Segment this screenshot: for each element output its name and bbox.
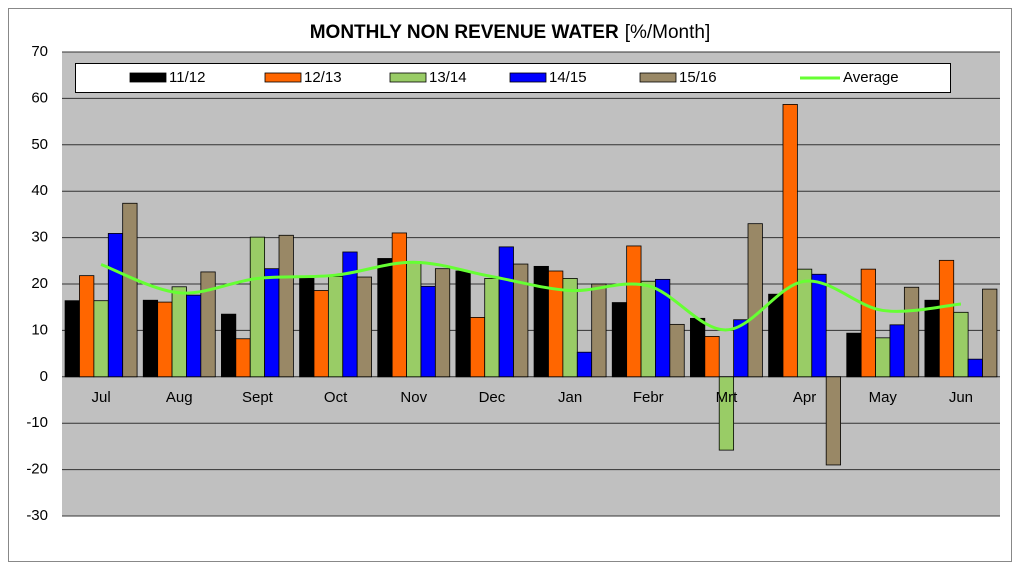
bar: [533, 265, 549, 378]
x-tick-label: Febr: [633, 389, 664, 406]
bar: [811, 273, 827, 378]
x-tick-label: Jul: [91, 389, 110, 406]
bar: [513, 263, 529, 378]
bar: [93, 300, 109, 378]
bar: [420, 285, 436, 378]
y-tick-label: 0: [40, 368, 48, 385]
bar: [299, 278, 315, 378]
legend-label: 12/13: [304, 69, 342, 86]
bar: [718, 376, 735, 451]
bar: [484, 278, 500, 378]
bar: [434, 268, 451, 378]
bar: [356, 276, 372, 378]
x-tick-label: Oct: [324, 389, 348, 406]
bar: [391, 232, 407, 378]
bar: [406, 261, 422, 378]
legend-label: Average: [843, 69, 899, 86]
bar: [938, 259, 955, 378]
bars: [64, 104, 998, 466]
y-tick-label: 20: [31, 275, 48, 292]
bar: [704, 336, 720, 378]
x-tick-label: Aug: [166, 389, 193, 406]
bar: [562, 278, 578, 378]
y-tick-label: 60: [31, 89, 48, 106]
bar: [611, 302, 628, 378]
bar: [982, 288, 998, 378]
legend-swatch: [509, 72, 547, 83]
bar: [313, 290, 329, 378]
bar: [200, 271, 216, 378]
bar: [157, 301, 173, 378]
bar: [455, 270, 471, 378]
y-tick-label: 40: [31, 182, 48, 199]
legend-label: 11/12: [169, 69, 205, 86]
bar: [576, 351, 593, 378]
x-tick-label: Nov: [400, 389, 427, 406]
legend-swatch: [129, 72, 167, 83]
legend-label: 13/14: [429, 69, 467, 86]
bar: [221, 313, 237, 378]
legend-swatch: [639, 72, 677, 83]
bar: [64, 300, 80, 378]
bar: [235, 338, 251, 378]
bar: [640, 280, 656, 378]
bar: [186, 294, 202, 378]
bar: [690, 317, 706, 378]
bar: [171, 286, 187, 378]
legend-swatch: [389, 72, 427, 83]
bar: [825, 376, 841, 466]
bar: [669, 323, 685, 378]
y-tick-label: -20: [26, 461, 48, 478]
bar: [264, 268, 280, 378]
bar: [967, 358, 983, 378]
bar: [747, 223, 763, 378]
x-tick-label: Jun: [949, 389, 973, 406]
x-tick-label: Dec: [479, 389, 506, 406]
average-line: [100, 260, 962, 332]
bar: [796, 268, 813, 378]
labels: Jul Aug Sept Oct Nov Dec Jan Febr Mrt Apr May Jun: [91, 389, 973, 406]
y-tick-label: 70: [31, 43, 48, 60]
bar: [924, 299, 940, 378]
y-tick-label: -30: [26, 507, 48, 524]
bar: [377, 258, 393, 378]
bar: [768, 293, 784, 378]
bar: [903, 286, 920, 378]
bar: [860, 268, 876, 378]
y-tick-label: 10: [31, 321, 48, 338]
bar: [498, 246, 514, 378]
x-tick-label: Mrt: [716, 389, 738, 406]
legend-label: 14/15: [549, 69, 587, 86]
chart-title: MONTHLY NON REVENUE WATER [%/Month]: [310, 22, 711, 43]
y-tick-label: 30: [31, 229, 48, 246]
x-tick-label: May: [869, 389, 898, 406]
bar: [626, 245, 642, 378]
legend-swatch: [264, 72, 302, 83]
bar: [278, 234, 294, 378]
bar: [889, 324, 905, 378]
bar: [953, 311, 969, 378]
bar: [107, 233, 124, 378]
x-tick-label: Sept: [242, 389, 274, 406]
y-tick-label: 50: [31, 136, 48, 153]
bar: [782, 104, 798, 378]
y-tick-label: -10: [26, 414, 48, 431]
bar: [79, 275, 95, 378]
title: MONTHLY NON REVENUE WATER: [310, 22, 619, 43]
title-unit: [%/Month]: [625, 22, 711, 43]
bar: [122, 202, 138, 378]
bar: [846, 332, 862, 378]
bar: [249, 236, 266, 378]
legend-label: 15/16: [679, 69, 717, 86]
x-tick-label: Jan: [558, 389, 582, 406]
x-tick-label: Apr: [793, 389, 816, 406]
bar: [591, 283, 607, 378]
bar: [142, 299, 159, 378]
bar: [327, 276, 344, 378]
bar: [875, 337, 891, 378]
bar: [469, 317, 486, 378]
